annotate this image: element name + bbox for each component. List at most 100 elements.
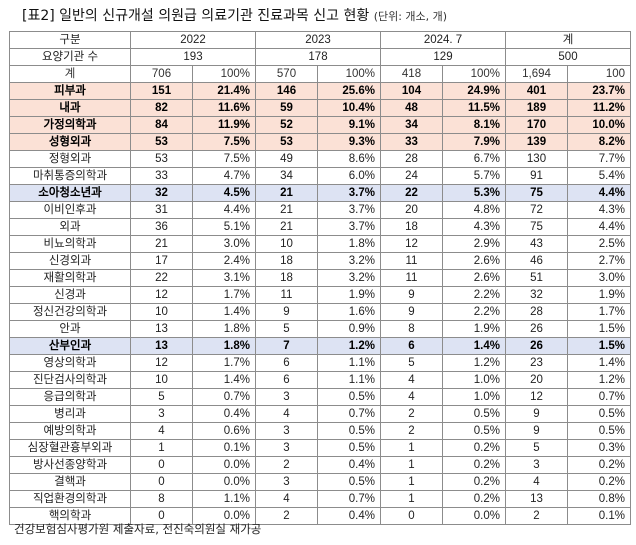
count-total-cell: 51 <box>505 269 568 287</box>
share-2024-cell: 100% <box>442 65 506 83</box>
count-total-cell: 3 <box>505 456 568 474</box>
share-2024-cell: 0.0% <box>442 507 506 525</box>
count-total-cell: 4 <box>505 473 568 491</box>
specialty-name: 정형외과 <box>9 150 131 168</box>
specialty-name: 직업환경의학과 <box>9 490 131 508</box>
count-2024-cell: 34 <box>380 116 443 134</box>
count-2022-cell: 5 <box>130 388 193 406</box>
count-total-cell: 2 <box>505 507 568 525</box>
table-row: 결핵과 0 0.0% 3 0.5% 1 0.2% 4 0.2% <box>9 473 631 491</box>
count-2023-cell: 52 <box>255 116 318 134</box>
share-total-cell: 3.0% <box>567 269 631 287</box>
specialty-name: 예방의학과 <box>9 422 131 440</box>
count-2024-cell: 1 <box>380 456 443 474</box>
specialty-name: 진단검사의학과 <box>9 371 131 389</box>
share-2024-cell: 2.9% <box>442 235 506 253</box>
count-2024-cell: 9 <box>380 303 443 321</box>
count-2024-cell: 9 <box>380 286 443 304</box>
share-2024-cell: 2.6% <box>442 252 506 270</box>
share-total-cell: 0.2% <box>567 456 631 474</box>
count-2024-cell: 24 <box>380 167 443 185</box>
specialty-name: 핵의학과 <box>9 507 131 525</box>
share-2022-cell: 3.0% <box>192 235 256 253</box>
share-2024-cell: 1.0% <box>442 371 506 389</box>
count-2022-cell: 84 <box>130 116 193 134</box>
specialty-name: 영상의학과 <box>9 354 131 372</box>
institution-count-2023: 178 <box>255 48 381 66</box>
institution-count-total: 500 <box>505 48 631 66</box>
share-2023-cell: 0.9% <box>317 320 381 338</box>
table-row: 응급의학과 5 0.7% 3 0.5% 4 1.0% 12 0.7% <box>9 388 631 406</box>
share-2022-cell: 1.7% <box>192 354 256 372</box>
share-2023-cell: 1.8% <box>317 235 381 253</box>
count-2024-cell: 0 <box>380 507 443 525</box>
count-2023-cell: 5 <box>255 320 318 338</box>
count-2022-cell: 0 <box>130 473 193 491</box>
share-total-cell: 1.5% <box>567 337 631 355</box>
count-2024-cell: 2 <box>380 405 443 423</box>
count-total-cell: 9 <box>505 422 568 440</box>
specialty-name: 가정의학과 <box>9 116 131 134</box>
share-2024-cell: 0.2% <box>442 490 506 508</box>
share-total-cell: 0.2% <box>567 473 631 491</box>
count-2023-cell: 146 <box>255 82 318 100</box>
institution-count-label: 요양기관 수 <box>9 48 131 66</box>
share-2023-cell: 100% <box>317 65 381 83</box>
table-row: 핵의학과 0 0.0% 2 0.4% 0 0.0% 2 0.1% <box>9 507 631 525</box>
share-2024-cell: 4.3% <box>442 218 506 236</box>
count-total-cell: 1,694 <box>505 65 568 83</box>
count-2024-cell: 33 <box>380 133 443 151</box>
table-row: 피부과 151 21.4% 146 25.6% 104 24.9% 401 23.7% <box>9 82 631 100</box>
count-total-cell: 26 <box>505 320 568 338</box>
share-2022-cell: 5.1% <box>192 218 256 236</box>
table-row: 재활의학과 22 3.1% 18 3.2% 11 2.6% 51 3.0% <box>9 269 631 287</box>
share-total-cell: 23.7% <box>567 82 631 100</box>
share-2022-cell: 4.5% <box>192 184 256 202</box>
share-total-cell: 0.7% <box>567 388 631 406</box>
share-2022-cell: 4.7% <box>192 167 256 185</box>
specialty-name: 방사선종양학과 <box>9 456 131 474</box>
share-2022-cell: 0.7% <box>192 388 256 406</box>
share-2022-cell: 4.4% <box>192 201 256 219</box>
share-2023-cell: 3.7% <box>317 201 381 219</box>
share-2024-cell: 0.2% <box>442 456 506 474</box>
header-total: 계 <box>505 31 631 49</box>
count-total-cell: 28 <box>505 303 568 321</box>
specialty-name: 신경외과 <box>9 252 131 270</box>
count-2022-cell: 53 <box>130 150 193 168</box>
count-total-cell: 12 <box>505 388 568 406</box>
share-2024-cell: 1.2% <box>442 354 506 372</box>
specialty-name: 병리과 <box>9 405 131 423</box>
header-year-2022: 2022 <box>130 31 256 49</box>
institution-count-2024: 129 <box>380 48 506 66</box>
share-2022-cell: 11.9% <box>192 116 256 134</box>
share-total-cell: 4.4% <box>567 184 631 202</box>
share-2023-cell: 0.5% <box>317 422 381 440</box>
share-2022-cell: 100% <box>192 65 256 83</box>
count-2022-cell: 706 <box>130 65 193 83</box>
table-row: 이비인후과 31 4.4% 21 3.7% 20 4.8% 72 4.3% <box>9 201 631 219</box>
count-total-cell: 75 <box>505 184 568 202</box>
table-row: 안과 13 1.8% 5 0.9% 8 1.9% 26 1.5% <box>9 320 631 338</box>
count-2023-cell: 10 <box>255 235 318 253</box>
count-2022-cell: 36 <box>130 218 193 236</box>
specialty-name: 결핵과 <box>9 473 131 491</box>
specialty-name: 정신건강의학과 <box>9 303 131 321</box>
count-2022-cell: 13 <box>130 337 193 355</box>
count-2023-cell: 2 <box>255 507 318 525</box>
count-2024-cell: 18 <box>380 218 443 236</box>
table-title: [표2] 일반의 신규개설 의원급 의료기관 진료과목 신고 현황 (단위: 개… <box>22 5 447 27</box>
share-2022-cell: 3.1% <box>192 269 256 287</box>
count-2022-cell: 8 <box>130 490 193 508</box>
table-row: 비뇨의학과 21 3.0% 10 1.8% 12 2.9% 43 2.5% <box>9 235 631 253</box>
share-2024-cell: 8.1% <box>442 116 506 134</box>
share-2024-cell: 5.3% <box>442 184 506 202</box>
share-2023-cell: 0.5% <box>317 473 381 491</box>
share-2024-cell: 2.6% <box>442 269 506 287</box>
share-2023-cell: 0.5% <box>317 388 381 406</box>
specialty-name: 심장혈관흉부외과 <box>9 439 131 457</box>
share-2023-cell: 10.4% <box>317 99 381 117</box>
share-2023-cell: 0.4% <box>317 507 381 525</box>
count-2024-cell: 12 <box>380 235 443 253</box>
count-2023-cell: 7 <box>255 337 318 355</box>
